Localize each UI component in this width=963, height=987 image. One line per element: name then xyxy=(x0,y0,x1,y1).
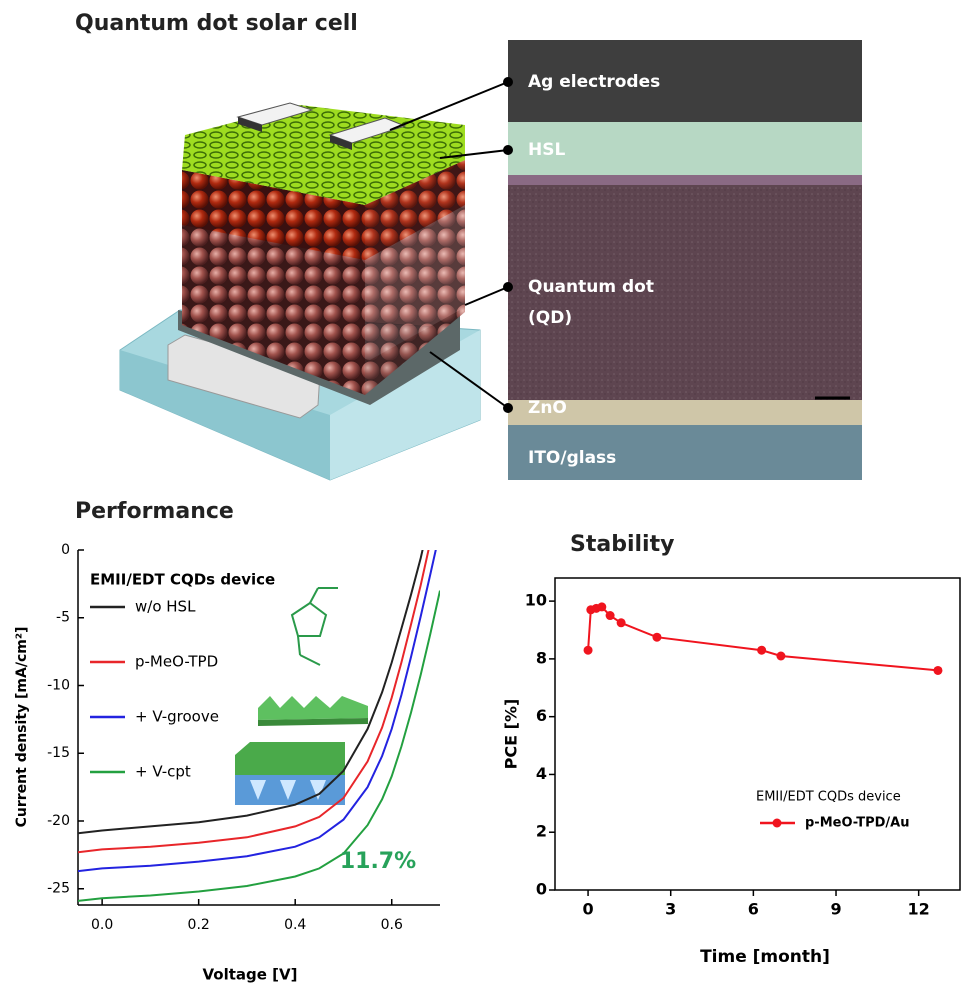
panel-title: Quantum dot solar cell xyxy=(75,11,358,36)
layer-label: Quantum dot xyxy=(528,277,654,297)
y-tick-label: 0 xyxy=(61,542,70,558)
plot-frame xyxy=(555,578,960,890)
layer-label: HSL xyxy=(528,140,565,160)
y-axis-label: Current density [mA/cm²] xyxy=(14,627,30,828)
y-tick-label: 10 xyxy=(525,591,547,610)
y-tick-label: 0 xyxy=(536,880,547,899)
x-tick-label: 9 xyxy=(830,900,841,919)
layer-label: ITO/glass xyxy=(528,448,616,468)
y-tick-label: 4 xyxy=(536,764,547,783)
y-tick-label: 2 xyxy=(536,822,547,841)
x-tick-label: 0.2 xyxy=(188,917,210,933)
series-group xyxy=(584,602,943,675)
vcpt-icon xyxy=(235,742,345,805)
x-tick-label: 0 xyxy=(582,900,593,919)
data-point xyxy=(933,666,942,675)
y-tick-label: -25 xyxy=(47,881,70,897)
layer-label: Ag electrodes xyxy=(528,72,660,92)
x-tick-label: 0.4 xyxy=(284,917,306,933)
y-tick-label: -10 xyxy=(47,677,70,693)
y-tick-label: -5 xyxy=(56,610,70,626)
y-tick-label: -15 xyxy=(47,745,70,761)
data-point xyxy=(652,633,661,642)
data-point xyxy=(606,611,615,620)
device-illustration xyxy=(120,103,480,480)
x-axis-label: Voltage [V] xyxy=(203,966,298,984)
legend-label: p-MeO-TPD/Au xyxy=(805,816,909,831)
legend-label: p-MeO-TPD xyxy=(135,653,218,671)
data-point xyxy=(776,652,785,661)
data-point xyxy=(597,602,606,611)
y-axis-label: PCE [%] xyxy=(502,699,521,770)
molecule-icon xyxy=(292,588,338,665)
legend-title: EMII/EDT CQDs device xyxy=(90,571,275,589)
legend-marker xyxy=(773,819,782,828)
series-line xyxy=(588,607,938,671)
legend-title: EMII/EDT CQDs device xyxy=(756,790,901,805)
layer-label: ZnO xyxy=(528,398,567,418)
data-point xyxy=(757,646,766,655)
layer-label: (QD) xyxy=(528,308,572,328)
x-axis-label: Time [month] xyxy=(700,947,830,967)
legend-label: w/o HSL xyxy=(135,598,196,616)
chart-title: Stability xyxy=(570,532,674,557)
x-tick-label: 3 xyxy=(665,900,676,919)
chart-title: Performance xyxy=(75,499,234,524)
vgroove-icon xyxy=(258,696,368,726)
data-point xyxy=(617,618,626,627)
x-tick-label: 6 xyxy=(748,900,759,919)
y-tick-label: -20 xyxy=(47,813,70,829)
y-tick-label: 8 xyxy=(536,648,547,667)
x-tick-label: 0.0 xyxy=(91,917,113,933)
figure: Quantum dot solar cell Ag electrodes HSL… xyxy=(0,0,963,987)
x-tick-label: 12 xyxy=(908,900,930,919)
data-point xyxy=(584,646,593,655)
x-tick-label: 0.6 xyxy=(381,917,403,933)
y-tick-label: 6 xyxy=(536,706,547,725)
annotation: 11.7% xyxy=(340,849,416,874)
legend-label: + V-cpt xyxy=(135,763,191,781)
legend-label: + V-groove xyxy=(135,708,219,726)
